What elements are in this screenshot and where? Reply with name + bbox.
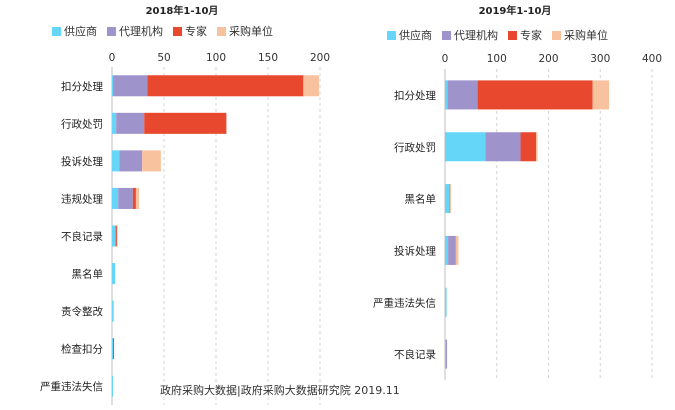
chart-2-legend-label-4: 采购单位 (564, 28, 608, 42)
chart-1-legend-label-4: 采购单位 (229, 24, 273, 38)
chart-2-tick-label-1: 0 (442, 53, 449, 65)
chart-2-category-label-2: 行政处罚 (394, 141, 436, 154)
chart-1-bar-2-series-1 (112, 112, 117, 134)
chart-2-category-label-6: 不良记录 (394, 348, 436, 361)
chart-2-category-label-3: 黑名单 (405, 193, 437, 206)
chart-2-bar-3-series-2 (449, 184, 451, 214)
chart-2-tick-label-2: 100 (487, 53, 507, 65)
chart-2-bar-1-series-4 (592, 80, 610, 110)
chart-1-bar-4-series-1 (112, 187, 119, 209)
chart-1-legend-swatch-2 (107, 27, 116, 36)
chart-2-bar-2-series-1 (445, 132, 486, 162)
chart-2-bar-6-series-2 (446, 339, 448, 369)
chart-1-category-label-4: 违规处理 (61, 192, 103, 205)
chart-2-category-label-1: 扣分处理 (394, 89, 436, 102)
chart-1-bar-9-series-1 (112, 375, 114, 397)
chart-1-bar-7-series-1 (112, 300, 114, 322)
chart-2-bar-6-series-1 (445, 339, 447, 369)
chart-1-tick-label-4: 150 (258, 52, 278, 64)
chart-2-legend-label-2: 代理机构 (454, 28, 498, 42)
chart-1-category-label-7: 责令整改 (61, 305, 103, 318)
chart-1-legend-label-1: 供应商 (64, 24, 97, 38)
chart-1-bar-5-series-1 (112, 225, 116, 247)
chart-2-bar-2-series-4 (536, 132, 538, 162)
chart-2-legend-swatch-4 (552, 31, 561, 40)
chart-1-category-label-3: 投诉处理 (61, 155, 103, 168)
chart-1-bar-4-series-2 (118, 187, 133, 209)
chart-2-bar-5-series-1 (445, 287, 447, 317)
chart-1-category-label-6: 黑名单 (72, 268, 104, 281)
chart-1-bar-8-series-1 (112, 338, 114, 360)
chart-2-bar-3-series-1 (445, 184, 450, 214)
chart-1-bar-6-series-1 (112, 263, 116, 285)
chart-2-bar-4-series-4 (455, 235, 459, 265)
chart-1-category-label-9: 严重违法失信 (40, 380, 103, 393)
chart-1-legend-swatch-1 (52, 27, 61, 36)
chart-1-bar-8-series-3 (113, 338, 115, 360)
chart-1-bar-1-series-1 (112, 75, 114, 97)
chart-2-tick-label-4: 300 (590, 53, 610, 65)
chart-2-bar-1-series-3 (477, 80, 593, 110)
chart-2-category-label-5: 严重违法失信 (373, 296, 436, 309)
chart-2-legend-swatch-3 (508, 31, 517, 40)
chart-2-legend-label-3: 专家 (520, 28, 542, 42)
chart-1-category-label-5: 不良记录 (61, 230, 103, 243)
chart-1-bar-2-series-2 (116, 112, 145, 134)
chart-1-legend-label-3: 专家 (185, 24, 207, 38)
chart-1-category-label-1: 扣分处理 (61, 80, 103, 93)
chart-2-bar-1-series-1 (445, 80, 448, 110)
chart-1-legend-label-2: 代理机构 (119, 24, 163, 38)
chart-1-bar-2-series-3 (144, 112, 227, 134)
chart-2-bar-2-series-3 (520, 132, 537, 162)
chart-1-bar-5-series-3 (116, 225, 118, 247)
chart-2-tick-label-3: 200 (538, 53, 558, 65)
chart-2-bar-2-series-2 (485, 132, 521, 162)
chart-2-bar-4-series-1 (445, 235, 449, 265)
chart-1-bar-4-series-4 (135, 187, 140, 209)
chart-1-title: 2018年1-10月 (146, 4, 219, 17)
chart-1-bar-7-series-4 (113, 300, 115, 322)
chart-1-bar-1-series-4 (303, 75, 319, 97)
chart-1-category-label-8: 检查扣分 (61, 343, 103, 356)
chart-1-bar-1-series-2 (113, 75, 148, 97)
chart-2-category-label-4: 投诉处理 (394, 244, 436, 257)
chart-1-bar-1-series-3 (147, 75, 304, 97)
chart-1-bar-4-series-3 (132, 187, 136, 209)
chart-1-category-label-2: 行政处罚 (61, 117, 103, 130)
chart-2-legend-swatch-1 (387, 31, 396, 40)
chart-1-tick-label-5: 200 (310, 52, 330, 64)
chart-1-bar-5-series-2 (115, 225, 117, 247)
chart-2-legend-label-1: 供应商 (399, 28, 432, 42)
chart-1-tick-label-1: 0 (109, 52, 116, 64)
chart-2-title: 2019年1-10月 (479, 4, 552, 17)
chart-1-tick-label-3: 100 (206, 52, 226, 64)
chart-1-legend-swatch-3 (173, 27, 182, 36)
chart-1-bar-3-series-4 (142, 150, 161, 172)
chart-1-bar-3-series-2 (119, 150, 143, 172)
chart-2-bar-3-series-4 (450, 184, 452, 214)
chart-2-legend-swatch-2 (442, 31, 451, 40)
chart-1-bar-3-series-1 (112, 150, 120, 172)
chart-2-bar-1-series-2 (447, 80, 478, 110)
chart-1-legend-swatch-4 (217, 27, 226, 36)
chart-1-tick-label-2: 50 (157, 52, 170, 64)
source-note: 政府采购大数据|政府采购大数据研究院 2019.11 (160, 384, 400, 397)
chart-2-bar-4-series-2 (448, 235, 456, 265)
chart-2-tick-label-5: 400 (642, 53, 662, 65)
